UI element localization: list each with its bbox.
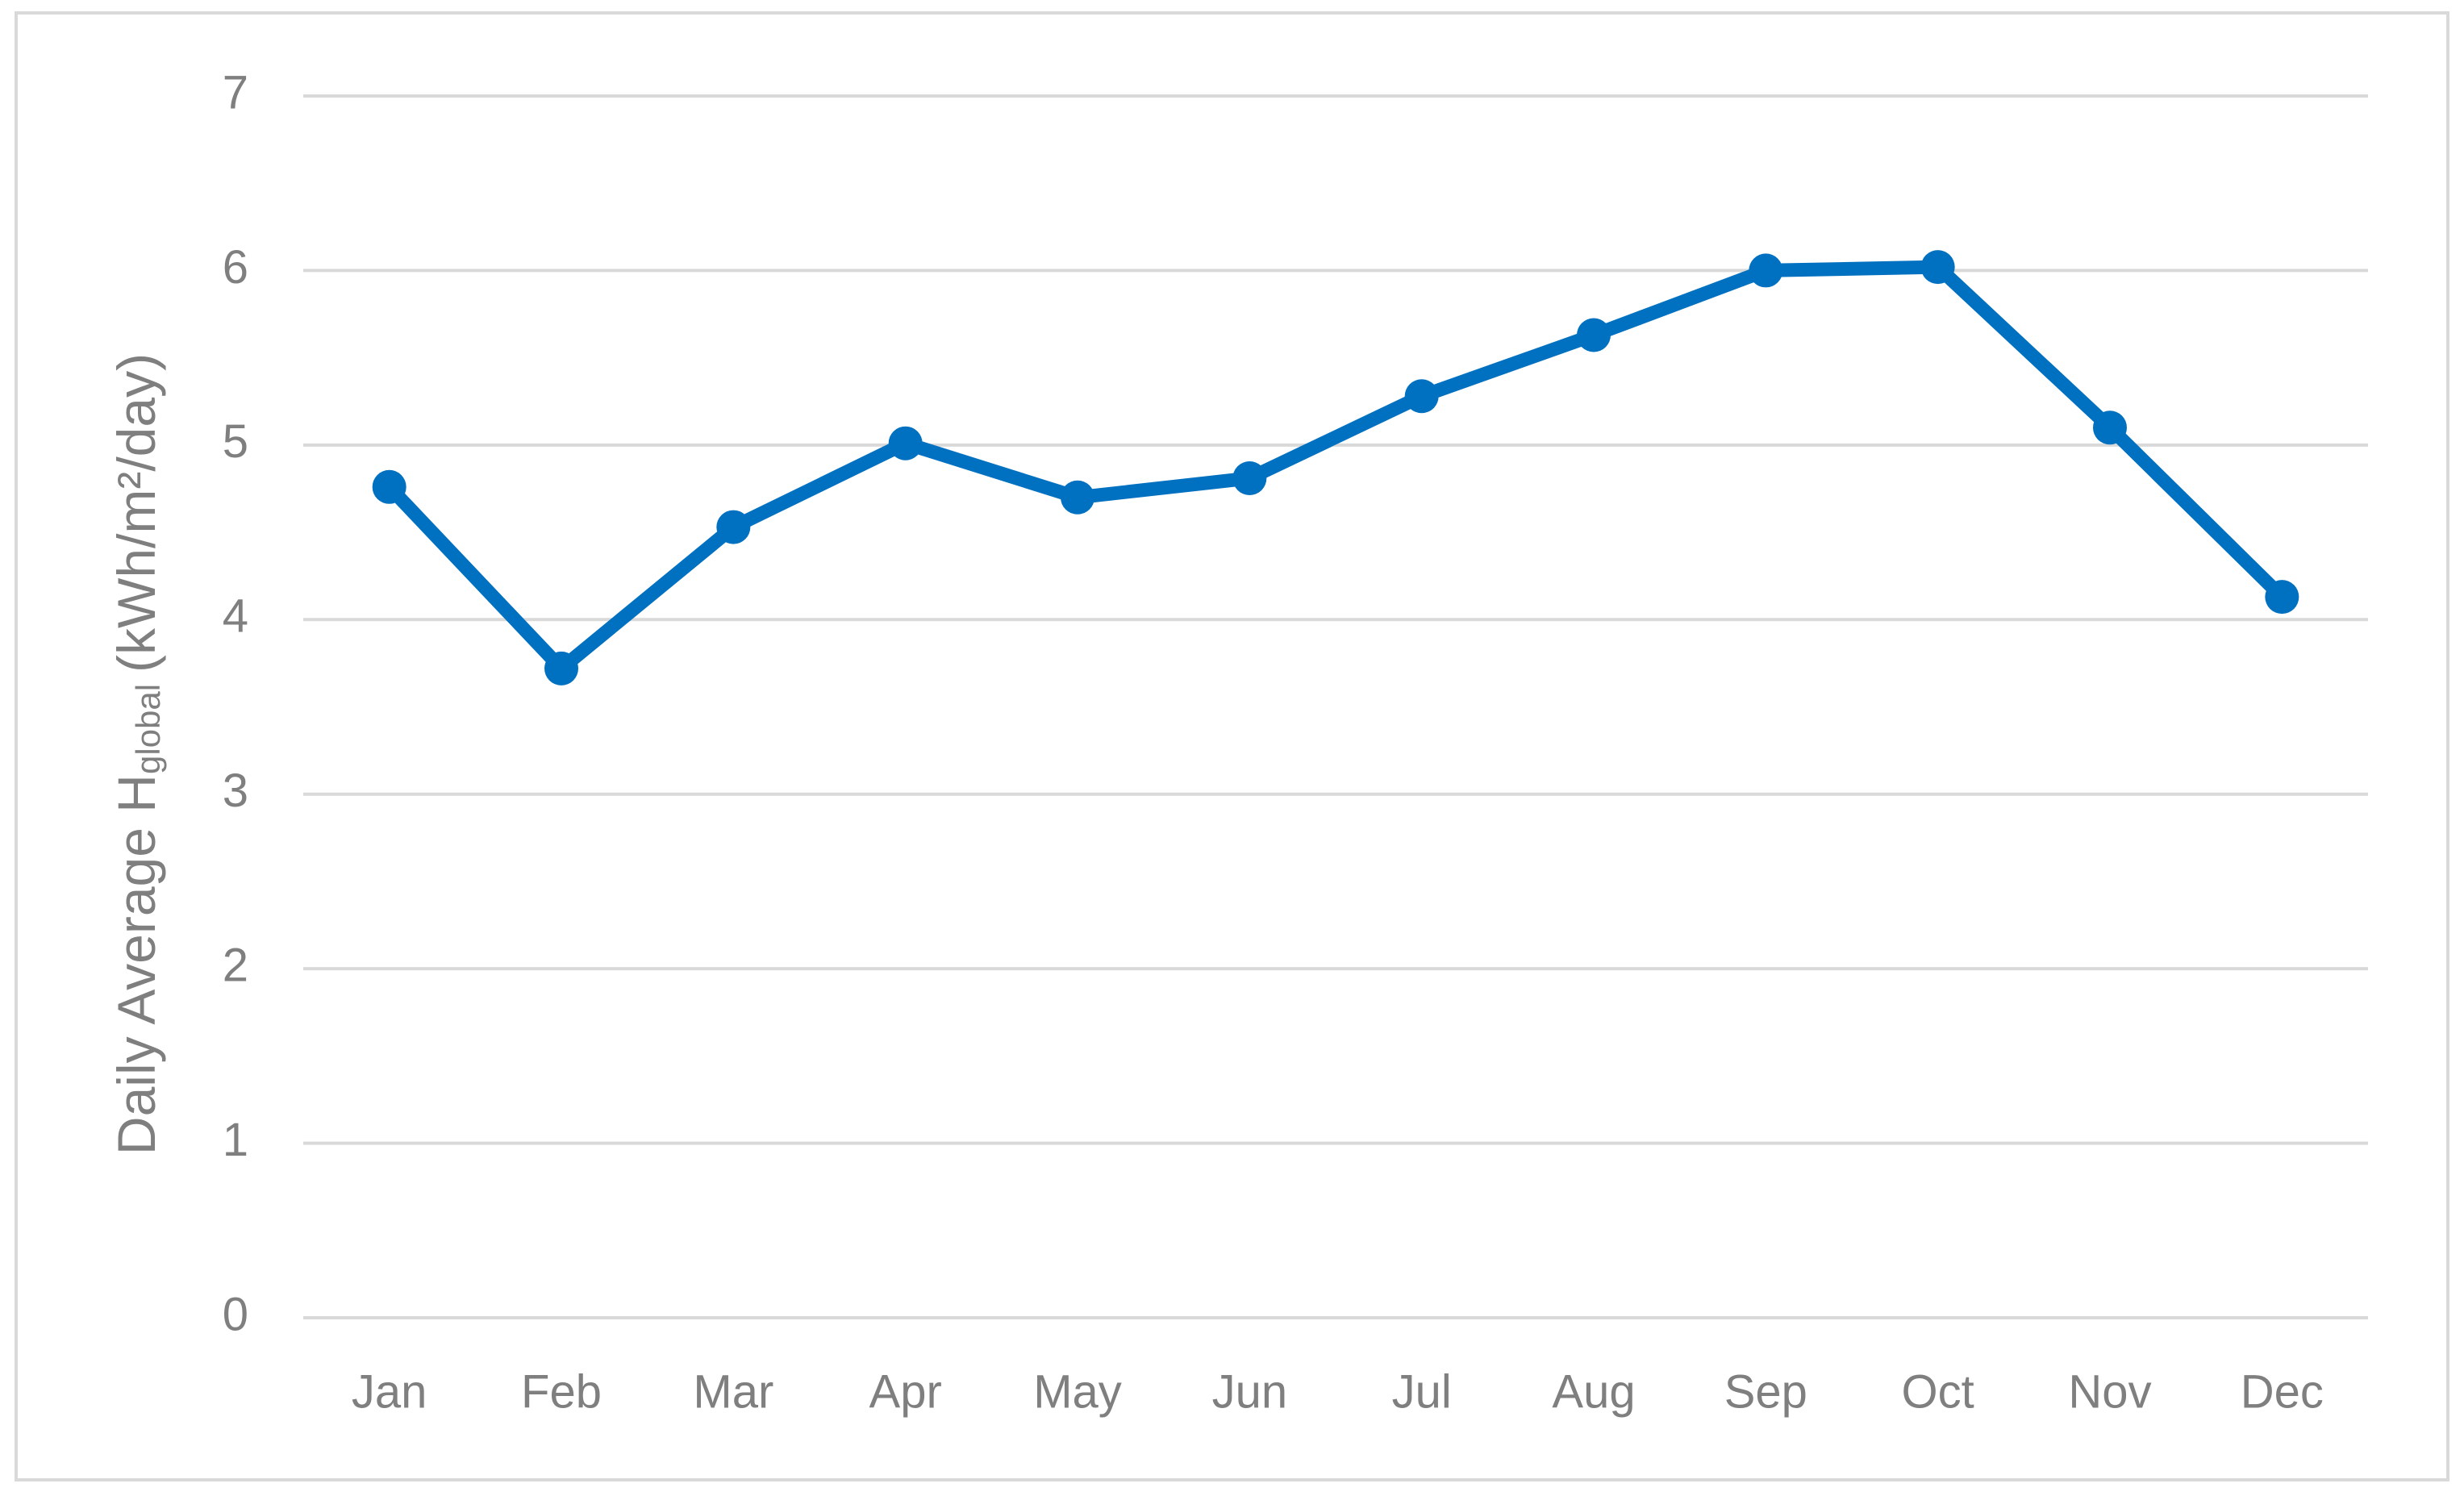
x-tick-label: Jan — [352, 1365, 427, 1418]
y-tick-label: 4 — [223, 590, 248, 643]
x-tick-label: Apr — [869, 1365, 942, 1418]
marker — [1232, 460, 1267, 495]
line — [384, 260, 2287, 676]
marker — [2265, 580, 2299, 615]
y-tick-label: 2 — [223, 939, 248, 991]
marker — [716, 510, 751, 544]
y-label-sub: global — [129, 684, 167, 774]
marker — [372, 469, 406, 504]
y-tick-label: 6 — [223, 241, 248, 294]
x-tick-label: Feb — [521, 1365, 602, 1418]
marker — [544, 651, 578, 685]
marker — [1749, 253, 1783, 288]
x-tick-label: May — [1033, 1365, 1122, 1418]
y-label-main: Daily Average H — [106, 774, 166, 1155]
x-tick-label: Aug — [1552, 1365, 1635, 1418]
chart-border — [15, 11, 2449, 1481]
y-tick-label: 7 — [223, 66, 248, 119]
marker — [1577, 318, 1611, 352]
marker — [1404, 379, 1439, 414]
x-tick-label: Jul — [1392, 1365, 1452, 1418]
marker — [888, 426, 923, 460]
marker — [1061, 480, 1094, 515]
y-label-unit: (kWh/m²/day) — [106, 353, 166, 673]
x-tick-label: Jun — [1212, 1365, 1288, 1418]
y-axis-label: Daily Average Hglobal (kWh/m²/day) — [106, 353, 167, 1155]
y-tick-label: 1 — [223, 1114, 248, 1166]
x-tick-label: Sep — [1724, 1365, 1807, 1418]
x-tick-label: Mar — [693, 1365, 773, 1418]
marker — [2093, 410, 2127, 445]
marker — [1920, 250, 1955, 285]
x-tick-label: Dec — [2241, 1365, 2324, 1418]
x-tick-label: Oct — [1902, 1365, 1974, 1418]
y-tick-label: 0 — [223, 1288, 248, 1340]
x-tick-label: Nov — [2068, 1365, 2151, 1418]
y-tick-label: 3 — [223, 765, 248, 817]
y-tick-label: 5 — [223, 415, 248, 468]
